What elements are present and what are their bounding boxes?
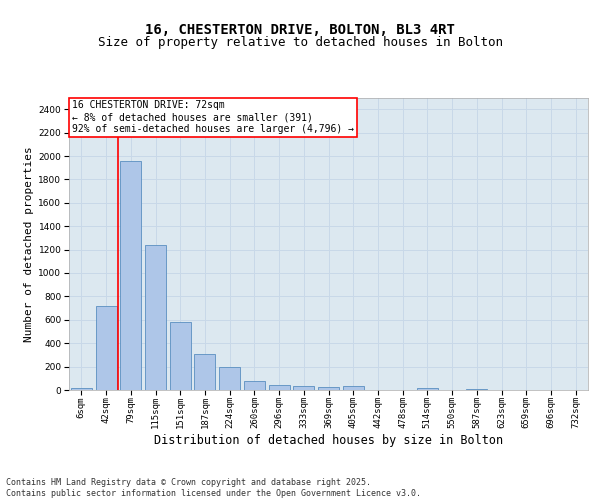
- Bar: [466, 388, 487, 390]
- Bar: [244, 381, 265, 390]
- Bar: [145, 245, 166, 390]
- Bar: [194, 354, 215, 390]
- X-axis label: Distribution of detached houses by size in Bolton: Distribution of detached houses by size …: [154, 434, 503, 447]
- Text: Contains HM Land Registry data © Crown copyright and database right 2025.
Contai: Contains HM Land Registry data © Crown c…: [6, 478, 421, 498]
- Bar: [120, 160, 141, 390]
- Text: 16 CHESTERTON DRIVE: 72sqm
← 8% of detached houses are smaller (391)
92% of semi: 16 CHESTERTON DRIVE: 72sqm ← 8% of detac…: [71, 100, 353, 134]
- Bar: [417, 388, 438, 390]
- Text: 16, CHESTERTON DRIVE, BOLTON, BL3 4RT: 16, CHESTERTON DRIVE, BOLTON, BL3 4RT: [145, 22, 455, 36]
- Bar: [293, 386, 314, 390]
- Bar: [219, 366, 240, 390]
- Bar: [343, 386, 364, 390]
- Bar: [71, 388, 92, 390]
- Bar: [269, 386, 290, 390]
- Bar: [170, 322, 191, 390]
- Bar: [95, 306, 116, 390]
- Text: Size of property relative to detached houses in Bolton: Size of property relative to detached ho…: [97, 36, 503, 49]
- Y-axis label: Number of detached properties: Number of detached properties: [24, 146, 34, 342]
- Bar: [318, 387, 339, 390]
